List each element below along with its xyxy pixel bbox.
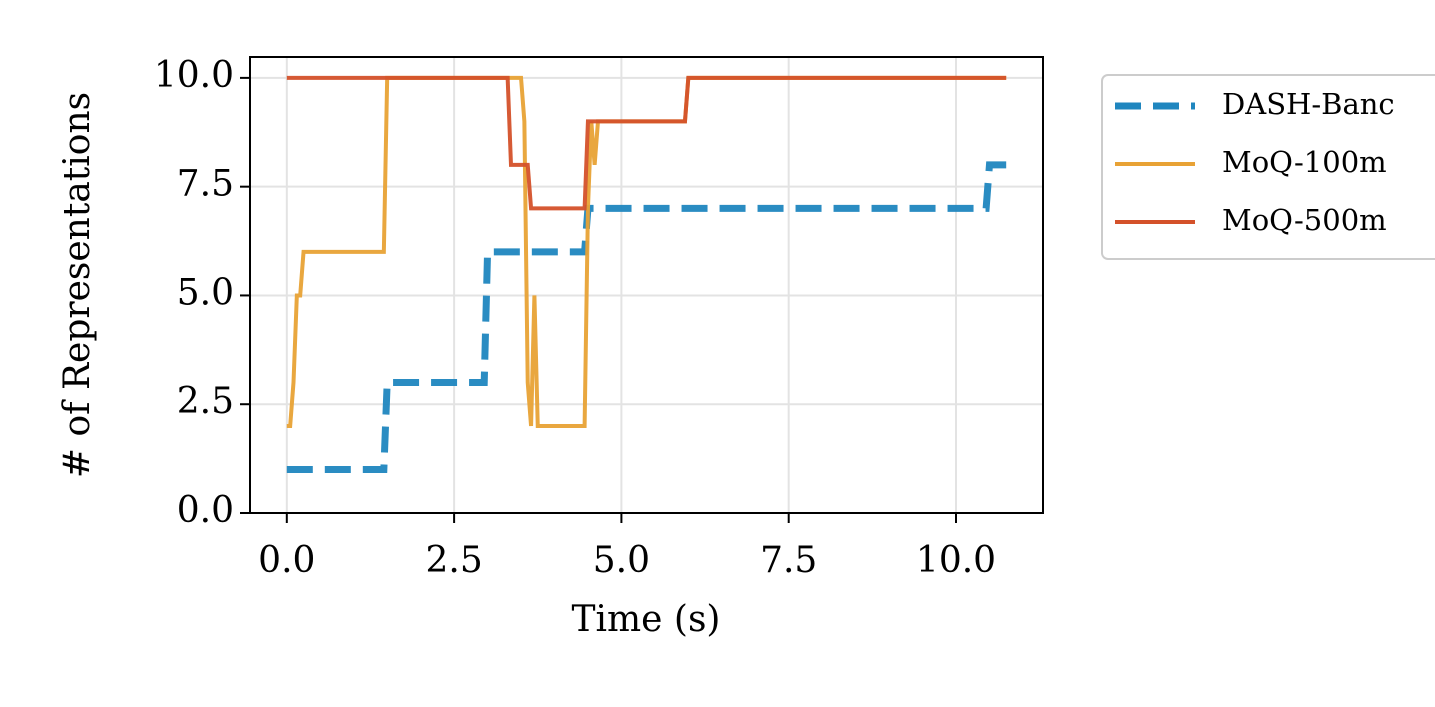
series-line (286, 161, 1007, 473)
y-tick-label: 0.0 (177, 490, 234, 531)
y-axis-label: # of Representations (57, 92, 98, 478)
legend-box (1101, 74, 1435, 260)
x-tick-label: 0.0 (258, 540, 315, 581)
legend-label: MoQ-500m (1222, 203, 1387, 237)
legend-label: DASH-Banc (1222, 87, 1395, 121)
y-tick-label: 10.0 (154, 55, 234, 96)
x-tick-label: 10.0 (916, 540, 996, 581)
y-tick-label: 2.5 (177, 381, 234, 422)
series-line (286, 75, 1007, 211)
legend: DASH-Banc MoQ-100m MoQ-500m (1101, 74, 1435, 260)
legend-label: MoQ-100m (1222, 145, 1387, 179)
series-line (286, 75, 1007, 428)
x-tick-label: 2.5 (425, 540, 482, 581)
x-axis-label: Time (s) (572, 599, 721, 640)
y-tick-label: 5.0 (177, 272, 234, 313)
plot-frame (249, 56, 1044, 514)
y-tick-label: 7.5 (177, 164, 234, 205)
x-tick-label: 5.0 (593, 540, 650, 581)
x-tick-label: 7.5 (760, 540, 817, 581)
